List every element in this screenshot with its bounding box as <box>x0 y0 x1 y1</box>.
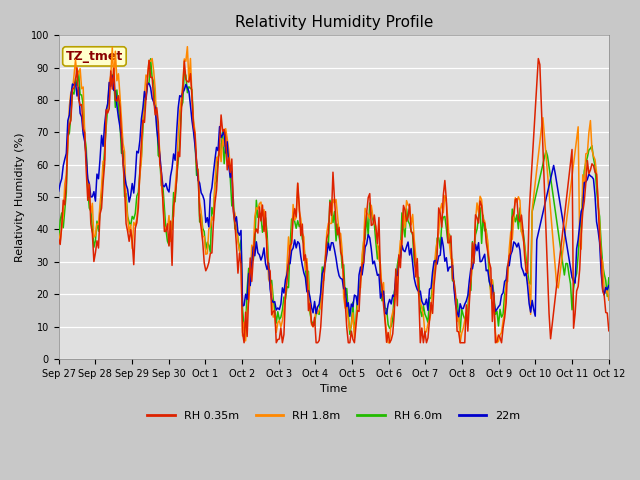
Y-axis label: Relativity Humidity (%): Relativity Humidity (%) <box>15 132 25 262</box>
X-axis label: Time: Time <box>320 384 348 394</box>
Legend: RH 0.35m, RH 1.8m, RH 6.0m, 22m: RH 0.35m, RH 1.8m, RH 6.0m, 22m <box>143 407 525 425</box>
Title: Relativity Humidity Profile: Relativity Humidity Profile <box>234 15 433 30</box>
Text: TZ_tmet: TZ_tmet <box>66 50 123 63</box>
